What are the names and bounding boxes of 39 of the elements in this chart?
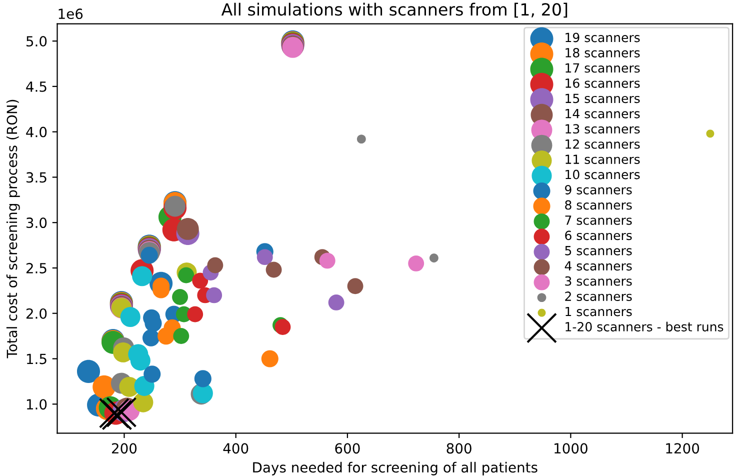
y-tick-label: 3.5 <box>26 172 46 183</box>
x-tick-label: 1200 <box>666 443 700 454</box>
y-tick-label: 2.5 <box>26 262 46 274</box>
x-tick-label: 600 <box>335 443 360 454</box>
legend-label: 19 scanners <box>566 32 640 42</box>
y-tick-label: 4.0 <box>26 126 47 138</box>
legend-label: 13 scanners <box>566 124 640 134</box>
legend-label: 12 scanners <box>566 139 640 149</box>
text: 1e6 <box>58 8 83 20</box>
legend-label: 4 scanners <box>564 261 632 271</box>
legend-label: 14 scanners <box>566 109 640 118</box>
chart-title: All simulations with scanners from [1, 20] <box>221 2 568 18</box>
legend-label: 1 scanners <box>566 306 632 316</box>
legend-label: 11 scanners <box>566 154 640 164</box>
x-tick-label: 800 <box>446 443 472 454</box>
y-tick-label: 1.5 <box>26 354 46 364</box>
legend-label: 16 scanners <box>566 78 640 88</box>
legend-label: 8 scanners <box>565 200 632 210</box>
y-tick-label: 3.0 <box>26 218 47 228</box>
x-tick-label: 200 <box>112 443 137 454</box>
y-tick-label: 1.0 <box>26 399 47 410</box>
x-axis-title: Days needed for screening of all patients <box>253 462 538 476</box>
legend-label: 7 scanners <box>565 216 632 225</box>
legend-label: 9 scanners <box>565 184 632 194</box>
y-axis-title: Total cost of screening process (RON) <box>6 100 20 358</box>
y-tick-label: 5.0 <box>26 36 47 47</box>
legend-label: 1-20 scanners - best runs <box>566 322 724 332</box>
x-tick-label: 1000 <box>554 443 588 454</box>
legend-label: 6 scanners <box>565 230 632 240</box>
legend-label: 5 scanners <box>565 246 632 256</box>
y-tick-label: 2.0 <box>26 308 47 319</box>
legend-label: 3 scanners <box>565 276 632 286</box>
legend-label: 15 scanners <box>566 94 640 104</box>
x-tick-label: 400 <box>223 443 248 454</box>
legend-label: 2 scanners <box>565 292 632 302</box>
legend-label: 17 scanners <box>566 63 640 73</box>
legend-label: 10 scanners <box>566 170 640 180</box>
legend-label: 18 scanners <box>566 48 640 58</box>
y-tick-label: 4.5 <box>26 82 46 92</box>
